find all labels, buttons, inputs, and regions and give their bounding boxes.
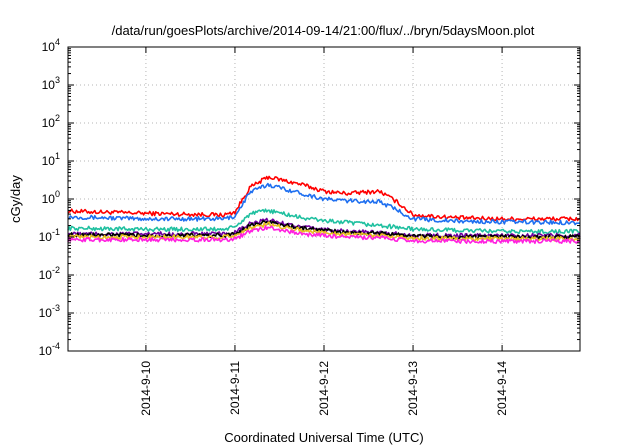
x-tick-labels: 2014-9-10 2014-9-11 2014-9-12 2014-9-13 2014… bbox=[139, 361, 509, 416]
series-line bbox=[67, 182, 580, 226]
y-tick-label: 10-3 bbox=[39, 303, 60, 320]
y-tick-labels: 104 103 102 101 100 10-1 10-2 10-3 10-4 bbox=[39, 37, 60, 358]
x-tick-label: 2014-9-13 bbox=[406, 361, 420, 416]
y-tick-label: 100 bbox=[42, 189, 60, 206]
x-tick-label: 2014-9-12 bbox=[317, 361, 331, 416]
chart-title: /data/run/goesPlots/archive/2014-09-14/2… bbox=[112, 23, 535, 38]
y-axis-label: cGy/day bbox=[8, 175, 23, 223]
series-line bbox=[67, 208, 581, 235]
y-tick-label: 10-1 bbox=[39, 227, 60, 244]
y-tick-label: 10-4 bbox=[39, 341, 60, 358]
series-line bbox=[67, 225, 581, 245]
series-line bbox=[67, 221, 581, 242]
x-axis-label: Coordinated Universal Time (UTC) bbox=[224, 430, 423, 445]
series-layer bbox=[67, 175, 581, 245]
y-tick-label: 102 bbox=[42, 113, 60, 130]
y-tick-label: 10-2 bbox=[39, 265, 60, 282]
series-line bbox=[67, 175, 581, 222]
x-tick-label: 2014-9-10 bbox=[139, 361, 153, 416]
y-tick-label: 103 bbox=[42, 75, 60, 92]
series-line bbox=[67, 217, 581, 239]
x-tick-label: 2014-9-14 bbox=[495, 361, 509, 416]
y-tick-label: 101 bbox=[42, 151, 60, 168]
y-tick-label: 104 bbox=[42, 37, 60, 54]
axis-ticks bbox=[68, 46, 580, 352]
x-tick-label: 2014-9-11 bbox=[228, 361, 242, 415]
